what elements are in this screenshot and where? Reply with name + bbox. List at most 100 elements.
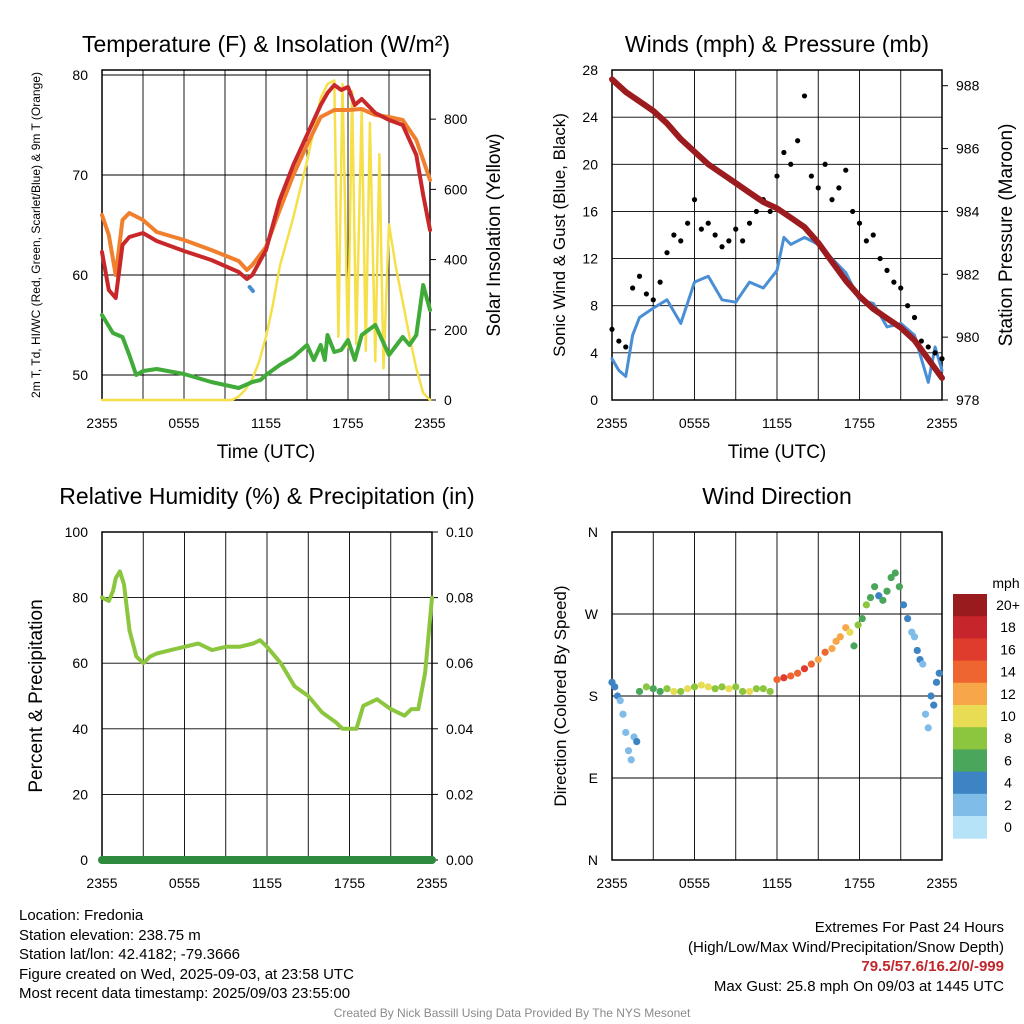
legend-swatch xyxy=(953,594,987,617)
gust-point xyxy=(911,314,918,321)
direction-point xyxy=(828,645,836,653)
legend-swatch xyxy=(953,660,987,684)
x-tick-label: 2355 xyxy=(926,415,957,431)
gust-point xyxy=(822,161,828,167)
y-tick-label: N xyxy=(588,852,598,868)
direction-point xyxy=(924,724,932,732)
y2-tick-label: 0.06 xyxy=(446,655,473,671)
y-tick-label: 20 xyxy=(582,156,598,172)
y2-tick-label: 800 xyxy=(444,111,468,127)
extremes-values: 79.5/57.6/16.2/0/-999 xyxy=(861,958,1004,975)
legend-label: 8 xyxy=(1004,730,1012,746)
gust-point xyxy=(891,279,897,285)
location-text: Location: Fredonia xyxy=(19,907,144,924)
gust-point xyxy=(829,197,835,203)
direction-point xyxy=(927,692,935,700)
gust-point xyxy=(808,173,814,179)
winds-pressure-chart: 2355 0555 1155 1755 2355 Winds (mph) & Pressu… xyxy=(550,31,1017,463)
legend-label: 0 xyxy=(1004,819,1012,835)
direction-point xyxy=(780,674,788,682)
y2-axis-label: Station Pressure (Maroon) xyxy=(996,124,1017,347)
gust-point xyxy=(685,220,691,226)
wind-direction-chart: 2355 0555 1155 1755 2355 Wind Direction N E S W N D… xyxy=(551,483,1020,891)
direction-point xyxy=(858,614,866,623)
y2-tick-label: 986 xyxy=(956,141,980,157)
direction-point xyxy=(842,624,850,632)
station-pressure-line xyxy=(609,76,945,381)
x-tick-label: 2355 xyxy=(86,415,117,431)
x-axis-label: Time (UTC) xyxy=(728,442,827,463)
gust-point xyxy=(939,356,945,362)
recent-data-text: Most recent data timestamp: 2025/09/03 2… xyxy=(19,985,351,1002)
direction-point xyxy=(846,628,854,636)
gust-point xyxy=(788,161,794,167)
direction-point xyxy=(773,676,781,684)
created-text: Figure created on Wed, 2025-09-03, at 23… xyxy=(19,965,354,983)
direction-point xyxy=(745,687,754,696)
y2-tick-label: 982 xyxy=(956,266,980,282)
gust-point xyxy=(698,226,704,232)
gust-point xyxy=(678,238,684,244)
gust-point xyxy=(630,285,636,291)
y2-tick-label: 0.00 xyxy=(446,852,473,868)
direction-point xyxy=(807,660,815,668)
y2-tick-label: 980 xyxy=(956,329,980,345)
y2-tick-label: 400 xyxy=(444,252,468,268)
y-tick-label: 100 xyxy=(65,524,89,540)
legend-swatch xyxy=(953,682,987,706)
direction-point xyxy=(739,687,747,696)
direction-point xyxy=(732,683,740,691)
direction-point xyxy=(759,685,767,693)
y-tick-label: 0 xyxy=(80,852,88,868)
direction-point xyxy=(616,696,624,705)
legend-swatch xyxy=(953,816,987,839)
direction-point xyxy=(766,687,774,696)
legend-swatch xyxy=(953,793,987,817)
gust-point xyxy=(726,238,732,244)
x-tick-label: 1755 xyxy=(334,875,365,891)
y-axis-label: Sonic Wind & Gust (Blue, Black) xyxy=(550,113,569,357)
direction-point xyxy=(677,687,685,696)
direction-point xyxy=(935,669,943,677)
y-tick-label: E xyxy=(589,770,598,786)
direction-point xyxy=(854,621,862,629)
gust-point xyxy=(664,250,670,256)
y-tick-label: 8 xyxy=(590,298,598,314)
y-tick-label: 50 xyxy=(72,367,88,383)
direction-point xyxy=(862,601,870,609)
speed-legend: mph 20+ 18 16 14 12 10 8 6 4 2 0 xyxy=(953,575,1020,839)
y-tick-label: 40 xyxy=(72,721,88,737)
gust-point xyxy=(636,273,643,279)
direction-point xyxy=(611,683,619,691)
solar-insolation-line xyxy=(100,79,432,402)
direction-point xyxy=(690,683,699,691)
y2-tick-label: 600 xyxy=(444,181,468,197)
x-tick-label: 0555 xyxy=(168,415,199,431)
direction-point xyxy=(794,669,802,677)
x-tick-label: 2355 xyxy=(926,875,957,891)
temperature-2m-line xyxy=(100,83,432,300)
y-tick-label: W xyxy=(585,606,599,622)
legend-swatch xyxy=(953,771,987,795)
y-axis-label: Percent & Precipitation xyxy=(26,599,47,792)
direction-point xyxy=(891,569,899,577)
direction-point xyxy=(866,594,875,602)
y-axis-label: 2m T, Td, HI/WC (Red, Green, Scarlet/Blu… xyxy=(29,72,43,398)
x-tick-label: 0555 xyxy=(679,415,710,431)
legend-label: 18 xyxy=(1000,619,1016,635)
plot-frame xyxy=(101,69,431,401)
y2-axis-label: Solar Insolation (Yellow) xyxy=(484,133,505,336)
direction-point xyxy=(656,687,664,696)
direction-point xyxy=(836,633,844,641)
temperature-chart: 2355 0555 1155 1755 2355 Temperature (F) & In… xyxy=(29,31,505,463)
y-tick-label: 80 xyxy=(72,67,88,83)
gust-point xyxy=(925,344,931,350)
gust-point xyxy=(884,267,890,273)
x-tick-label: 2355 xyxy=(414,415,445,431)
y2-tick-label: 0.08 xyxy=(446,590,473,606)
direction-point xyxy=(697,681,705,689)
direction-point xyxy=(913,646,921,655)
credit-text: Created By Nick Bassill Using Data Provi… xyxy=(333,1006,691,1020)
gust-point xyxy=(643,291,649,297)
direction-point xyxy=(879,596,887,604)
